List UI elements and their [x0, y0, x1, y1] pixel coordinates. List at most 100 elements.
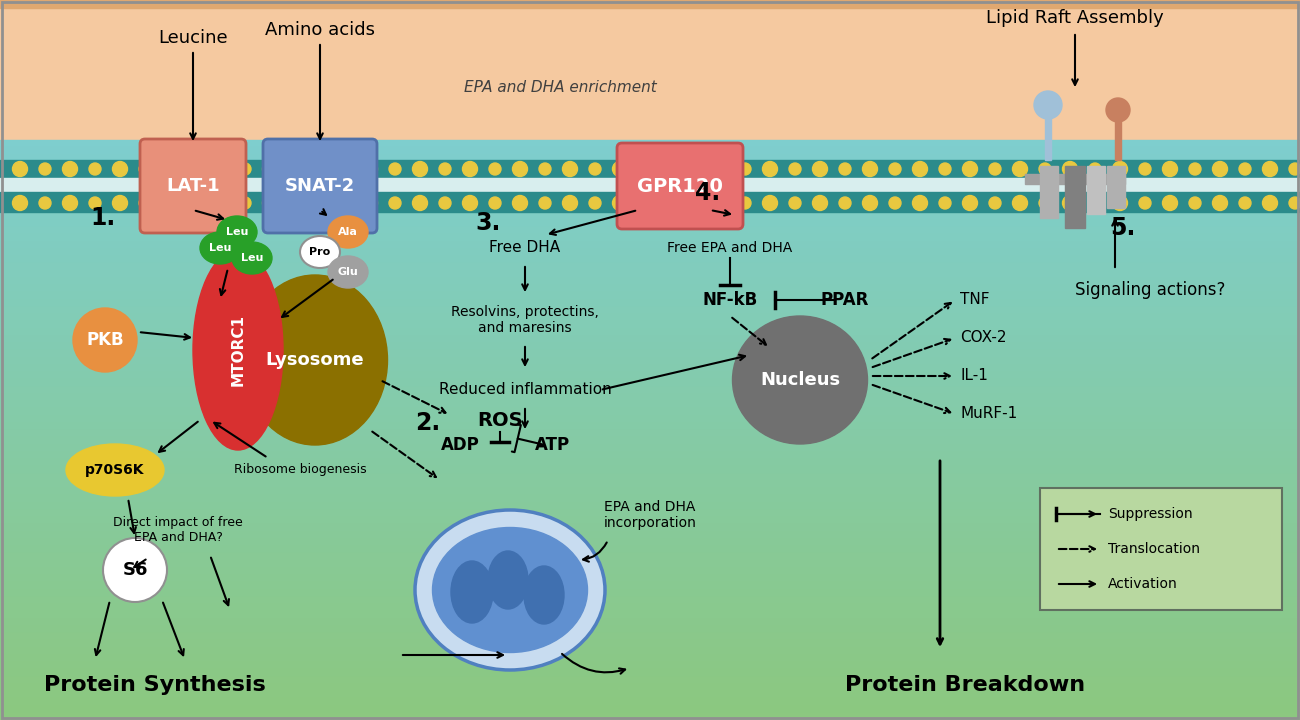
Circle shape [540, 163, 551, 175]
Text: 5.: 5. [1110, 216, 1135, 240]
Circle shape [862, 196, 878, 210]
Circle shape [939, 163, 952, 175]
Circle shape [1039, 197, 1050, 209]
Ellipse shape [231, 242, 272, 274]
Circle shape [263, 196, 277, 210]
Ellipse shape [524, 566, 564, 624]
Text: NF-kB: NF-kB [702, 291, 758, 309]
Bar [0, 590, 1300, 597]
Bar [0, 451, 1300, 459]
Ellipse shape [328, 216, 368, 248]
Bar [0, 459, 1300, 467]
Bar [0, 328, 1300, 336]
Circle shape [239, 197, 251, 209]
Bar [0, 474, 1300, 481]
Text: ADP: ADP [441, 436, 480, 454]
Circle shape [463, 196, 477, 210]
Ellipse shape [433, 528, 588, 652]
Text: MuRF-1: MuRF-1 [959, 407, 1017, 421]
Circle shape [139, 163, 151, 175]
Text: TNF: TNF [959, 292, 989, 307]
Bar [0, 220, 1300, 227]
Circle shape [103, 538, 166, 602]
Circle shape [13, 161, 27, 176]
Circle shape [913, 196, 927, 210]
Text: 4.: 4. [696, 181, 720, 205]
Bar [0, 358, 1300, 365]
Bar [0, 336, 1300, 343]
Text: ROS: ROS [477, 410, 523, 430]
Bar [0, 256, 1300, 264]
Circle shape [812, 196, 828, 210]
Text: Amino acids: Amino acids [265, 21, 374, 39]
Bar [0, 654, 1300, 662]
Circle shape [1062, 196, 1078, 210]
Circle shape [812, 161, 828, 176]
Bar [0, 415, 1300, 423]
Bar [0, 278, 1300, 285]
Circle shape [1013, 161, 1027, 176]
Text: Glu: Glu [338, 267, 359, 277]
Bar [1087, 166, 1105, 214]
Bar [0, 437, 1300, 444]
Circle shape [862, 161, 878, 176]
Bar [0, 241, 1300, 248]
Text: Leu: Leu [240, 253, 263, 263]
Circle shape [463, 161, 477, 176]
Circle shape [439, 197, 451, 209]
Circle shape [763, 161, 777, 176]
Circle shape [162, 196, 178, 210]
Bar [0, 568, 1300, 575]
Circle shape [188, 163, 202, 175]
Circle shape [612, 196, 628, 210]
Bar [0, 670, 1300, 677]
Circle shape [339, 163, 351, 175]
Circle shape [738, 163, 751, 175]
Circle shape [1106, 98, 1130, 122]
Bar [0, 626, 1300, 633]
Circle shape [139, 197, 151, 209]
Circle shape [73, 308, 136, 372]
Ellipse shape [200, 232, 240, 264]
Circle shape [640, 163, 651, 175]
Bar [0, 176, 1300, 184]
Bar [0, 372, 1300, 379]
Circle shape [1239, 197, 1251, 209]
Text: EPA and DHA enrichment: EPA and DHA enrichment [464, 81, 656, 96]
Bar [1040, 166, 1058, 218]
Circle shape [1262, 196, 1278, 210]
Text: PPAR: PPAR [820, 291, 870, 309]
Circle shape [540, 197, 551, 209]
Circle shape [712, 196, 728, 210]
Circle shape [312, 196, 328, 210]
Circle shape [838, 197, 852, 209]
Bar [0, 212, 1300, 220]
Bar [0, 495, 1300, 503]
Text: Direct impact of free
EPA and DHA?: Direct impact of free EPA and DHA? [113, 516, 243, 544]
Circle shape [738, 197, 751, 209]
Bar [0, 575, 1300, 582]
Bar [0, 314, 1300, 321]
Bar [0, 647, 1300, 654]
Bar [0, 307, 1300, 314]
FancyBboxPatch shape [263, 139, 377, 233]
Text: 2.: 2. [415, 411, 441, 435]
Circle shape [989, 163, 1001, 175]
Circle shape [563, 161, 577, 176]
Bar [1045, 115, 1050, 160]
Bar [0, 321, 1300, 328]
Circle shape [663, 161, 677, 176]
Circle shape [339, 197, 351, 209]
FancyBboxPatch shape [140, 139, 246, 233]
Bar [0, 184, 1300, 191]
Bar [0, 611, 1300, 618]
Circle shape [239, 163, 251, 175]
Text: p70S6K: p70S6K [86, 463, 144, 477]
Circle shape [363, 161, 377, 176]
Bar [0, 162, 1300, 169]
Ellipse shape [192, 250, 283, 450]
Circle shape [212, 196, 227, 210]
Bar [0, 488, 1300, 495]
Circle shape [589, 197, 601, 209]
Bar [0, 0, 1300, 8]
